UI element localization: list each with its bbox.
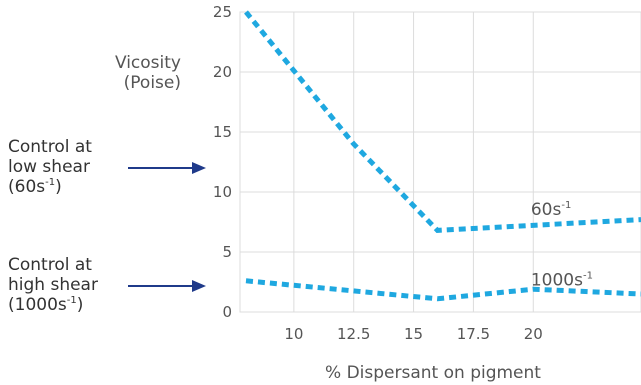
y-tick-label: 5 — [222, 243, 232, 261]
x-tick-label: 17.5 — [457, 325, 490, 343]
annotation-text: (60s-1) — [8, 177, 62, 197]
y-axis-label-line2: (Poise) — [124, 73, 181, 93]
series-layer: 60s-1 1000s-1 — [244, 10, 641, 302]
y-tick-label: 25 — [213, 3, 232, 21]
grid-lines — [239, 11, 641, 313]
series-label: 1000s-1 — [531, 271, 593, 291]
annotation-arrow-head — [192, 280, 206, 292]
series-line-60s — [244, 10, 641, 233]
annotation-text: (1000s-1) — [8, 295, 83, 315]
x-tick-label: 10 — [284, 325, 303, 343]
annotation-arrow-head — [192, 162, 206, 174]
x-tick-label: 12.5 — [337, 325, 370, 343]
series-line-1000s — [245, 278, 641, 302]
y-axis-label-line1: Vicosity — [115, 53, 181, 73]
annotation-text: high shear — [8, 275, 98, 295]
series-label: 60s-1 — [531, 200, 571, 220]
y-tick-label: 10 — [213, 183, 232, 201]
y-tick-label: 15 — [213, 123, 232, 141]
x-axis-label: % Dispersant on pigment — [325, 363, 541, 383]
y-tick-labels: 0 5 10 15 20 25 — [213, 3, 232, 321]
plot-frame — [239, 11, 641, 313]
annotation-text: Control at — [8, 137, 92, 157]
annotation-text: Control at — [8, 255, 92, 275]
annotation-text: low shear — [8, 157, 90, 177]
x-tick-labels: 10 12.5 15 17.5 20 — [284, 325, 542, 343]
y-tick-label: 20 — [213, 63, 232, 81]
x-tick-label: 15 — [404, 325, 423, 343]
x-tick-label: 20 — [524, 325, 543, 343]
y-tick-label: 0 — [222, 303, 232, 321]
